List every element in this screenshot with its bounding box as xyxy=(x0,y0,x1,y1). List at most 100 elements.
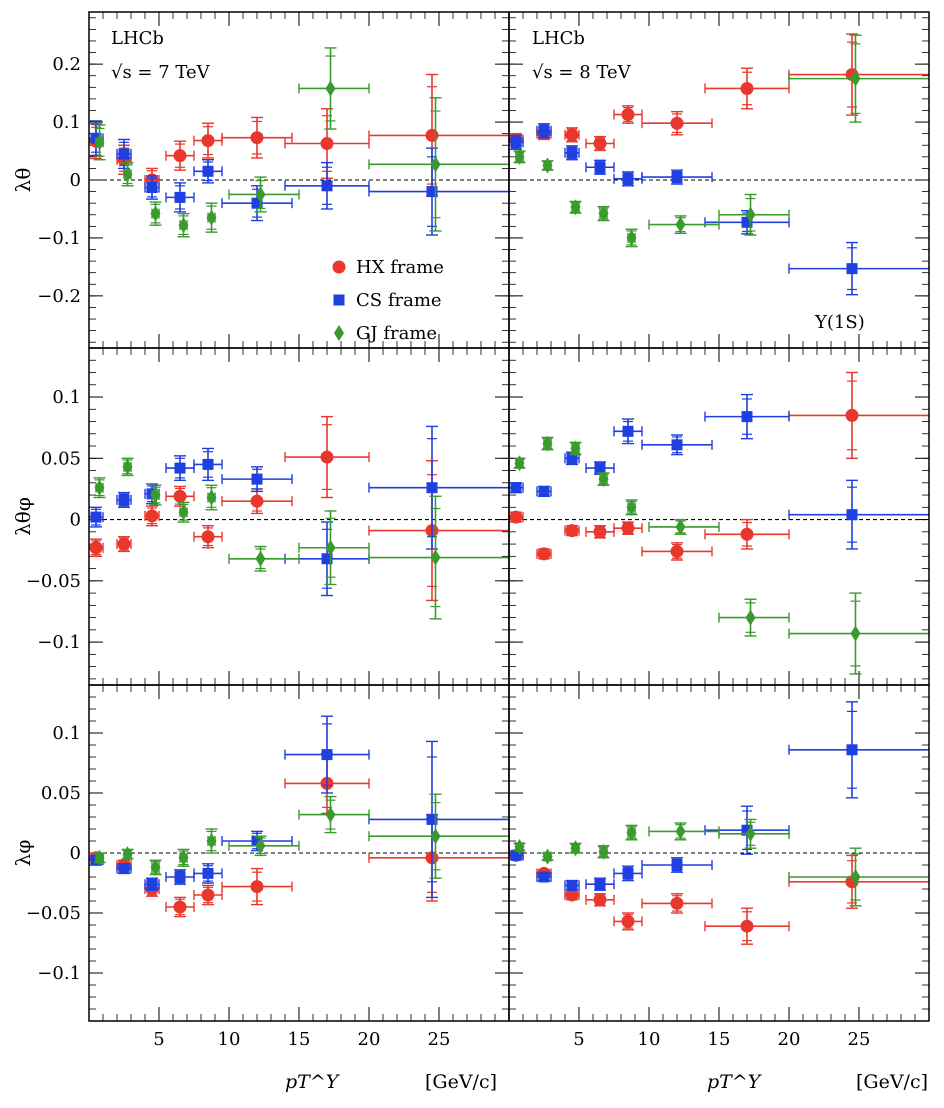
y-tick-label: −0.1 xyxy=(37,963,81,984)
data-point xyxy=(368,793,509,879)
data-marker xyxy=(122,458,133,475)
x-tick-label: 5 xyxy=(153,1029,164,1050)
data-point xyxy=(284,161,370,210)
series-gj xyxy=(93,793,509,879)
data-marker xyxy=(118,863,130,875)
data-marker xyxy=(593,525,607,539)
data-point xyxy=(116,536,132,553)
data-marker xyxy=(741,411,753,423)
data-marker xyxy=(622,173,634,185)
data-point xyxy=(613,105,643,124)
data-marker xyxy=(255,186,266,203)
data-marker xyxy=(430,156,441,173)
data-point xyxy=(641,542,713,561)
x-tick-label: 15 xyxy=(288,1029,311,1050)
data-point xyxy=(284,415,370,499)
data-marker xyxy=(621,521,635,535)
data-point xyxy=(536,871,552,883)
data-point xyxy=(564,879,580,891)
x-tick-label: 20 xyxy=(358,1029,381,1050)
data-point xyxy=(177,212,190,238)
data-point xyxy=(121,846,134,863)
experiment-label-7tev: LHCb xyxy=(111,28,164,49)
data-point xyxy=(569,199,582,216)
panel-lambda_theta-8tev xyxy=(509,12,929,348)
series-cs xyxy=(509,393,929,550)
texts: LHCb √s = 7 TeV LHCb √s = 8 TeV Υ(1S) pT… xyxy=(111,28,928,1093)
data-point xyxy=(788,34,929,123)
data-point xyxy=(513,839,526,855)
data-marker xyxy=(430,828,441,845)
data-marker xyxy=(622,425,634,437)
frame-borders xyxy=(88,11,930,1022)
data-marker xyxy=(850,70,861,87)
data-point xyxy=(228,545,300,572)
data-point xyxy=(648,518,720,535)
data-marker xyxy=(320,137,334,151)
data-marker xyxy=(846,263,858,275)
data-marker xyxy=(570,840,581,857)
panel-frame xyxy=(508,347,930,686)
data-point xyxy=(149,859,162,876)
data-marker xyxy=(565,888,579,902)
legend-marker xyxy=(334,325,344,341)
data-point xyxy=(205,202,218,233)
data-point xyxy=(564,127,580,143)
data-point xyxy=(368,813,509,902)
data-marker xyxy=(740,81,754,95)
y-tick-label: −0.1 xyxy=(37,228,81,249)
data-point xyxy=(613,171,643,187)
data-point xyxy=(788,371,929,459)
data-marker xyxy=(250,131,264,145)
data-point xyxy=(93,849,106,866)
y-axis-label: λφ xyxy=(11,840,35,867)
legend-label: GJ frame xyxy=(356,323,437,344)
data-point xyxy=(569,440,582,457)
data-point xyxy=(788,701,929,799)
data-point xyxy=(788,479,929,550)
ticks: 5 10 15 20 25 xyxy=(509,685,929,1050)
data-point xyxy=(284,715,370,794)
series-gj xyxy=(93,47,509,238)
data-marker xyxy=(325,80,336,97)
data-marker xyxy=(178,217,189,234)
data-marker xyxy=(178,504,189,521)
x-tick-label: 25 xyxy=(848,1029,871,1050)
data-point xyxy=(788,241,929,296)
x-tick-label: 15 xyxy=(708,1029,731,1050)
data-marker xyxy=(426,186,438,198)
data-marker xyxy=(145,509,159,523)
data-marker xyxy=(425,128,439,142)
data-point xyxy=(613,912,643,931)
data-point xyxy=(536,123,552,139)
data-marker xyxy=(206,489,217,506)
data-marker xyxy=(594,462,606,474)
data-marker xyxy=(740,919,754,933)
y-tick-label: 0.05 xyxy=(41,783,81,804)
data-point xyxy=(625,228,638,248)
data-point xyxy=(368,495,509,620)
data-point xyxy=(585,461,615,475)
ticks xyxy=(509,12,929,348)
data-point xyxy=(149,201,162,226)
y-tick-label: 0.05 xyxy=(41,448,81,469)
data-point xyxy=(585,159,615,175)
data-marker xyxy=(94,479,105,496)
data-point xyxy=(597,471,610,488)
energy-label-7tev: √s = 7 TeV xyxy=(111,62,211,83)
data-point xyxy=(177,848,190,867)
data-marker xyxy=(514,148,525,165)
series-hx xyxy=(89,415,509,602)
data-marker xyxy=(178,849,189,866)
data-marker xyxy=(565,524,579,538)
x-tick-label: 5 xyxy=(573,1029,584,1050)
data-marker xyxy=(671,171,683,183)
energy-label-8tev: √s = 8 TeV xyxy=(532,62,632,83)
data-marker xyxy=(542,435,553,452)
series-cs xyxy=(509,123,929,296)
data-point xyxy=(509,482,524,494)
ticks: −0.2 −0.1 0 0.1 0.2 xyxy=(37,12,509,348)
data-marker xyxy=(566,147,578,159)
data-point xyxy=(641,110,713,136)
series-gj xyxy=(93,457,509,620)
